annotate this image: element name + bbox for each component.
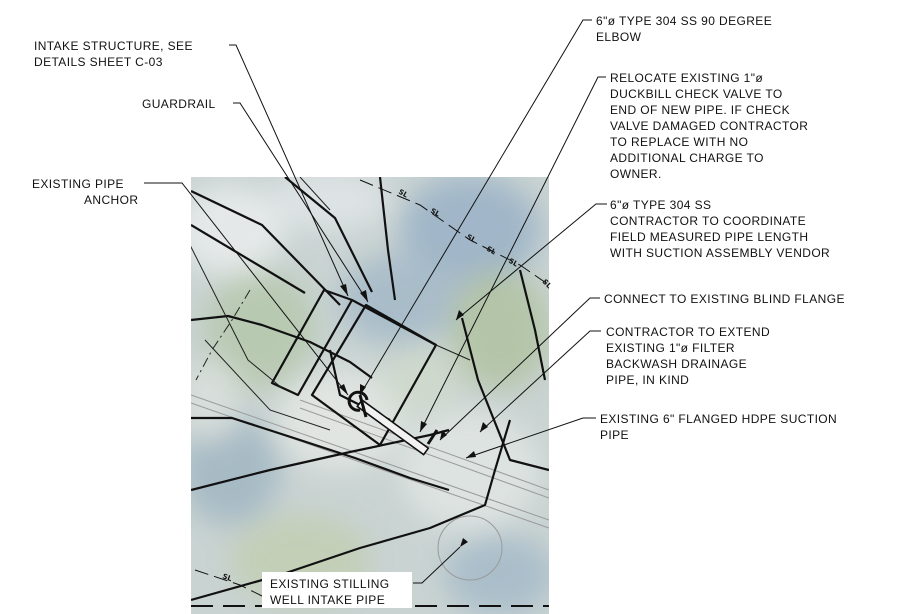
stilling-note-line2: WELL INTAKE PIPE	[270, 593, 385, 607]
stilling-label-bg	[262, 572, 412, 608]
callouts: INTAKE STRUCTURE, SEE DETAILS SHEET C-03…	[32, 14, 845, 607]
guardrail-note: GUARDRAIL	[142, 97, 216, 111]
sl-label: SL	[429, 207, 442, 219]
valve-note-line3: END OF NEW PIPE. IF CHECK	[610, 103, 790, 117]
elbow-note-line2: ELBOW	[596, 30, 642, 44]
intake-note-line2: DETAILS SHEET C-03	[34, 55, 163, 69]
flange-note: CONNECT TO EXISTING BLIND FLANGE	[604, 292, 845, 306]
extend-note-line1: CONTRACTOR TO EXTEND	[606, 325, 770, 339]
valve-note-line6: ADDITIONAL CHARGE TO	[610, 151, 764, 165]
suction-note-line2: PIPE	[600, 428, 629, 442]
ss-note-line2: CONTRACTOR TO COORDINATE	[610, 214, 806, 228]
valve-note-line1: RELOCATE EXISTING 1"ø	[610, 71, 763, 85]
arrowheads	[339, 284, 488, 547]
anchor-note-line1: EXISTING PIPE	[32, 177, 124, 191]
valve-note-line5: TO REPLACE WITH NO	[610, 135, 748, 149]
intake-note-line1: INTAKE STRUCTURE, SEE	[34, 39, 193, 53]
extend-note-line2: EXISTING 1"ø FILTER	[606, 341, 735, 355]
sl-label: SL	[465, 233, 478, 245]
extend-note-line4: PIPE, IN KIND	[606, 373, 689, 387]
ss-note-line3: FIELD MEASURED PIPE LENGTH	[610, 230, 808, 244]
stilling-note-line1: EXISTING STILLING	[270, 577, 390, 591]
sl-label: SL	[485, 245, 498, 257]
ss-note-line1: 6"ø TYPE 304 SS	[610, 198, 711, 212]
extend-note-line3: BACKWASH DRAINAGE	[606, 357, 747, 371]
sl-label: SL	[221, 572, 233, 583]
leader-lines	[144, 19, 607, 584]
valve-note-line7: OWNER.	[610, 167, 662, 181]
valve-note-line4: VALVE DAMAGED CONTRACTOR	[610, 119, 808, 133]
sl-label: SL	[507, 257, 520, 269]
valve-note-line2: DUCKBILL CHECK VALVE TO	[610, 87, 783, 101]
plan-linework	[191, 177, 549, 607]
anchor-note-line2: ANCHOR	[84, 193, 138, 207]
ss-note-line4: WITH SUCTION ASSEMBLY VENDOR	[610, 246, 830, 260]
elbow-note-line1: 6"ø TYPE 304 SS 90 DEGREE	[596, 14, 772, 28]
suction-note-line1: EXISTING 6" FLANGED HDPE SUCTION	[600, 412, 837, 426]
sl-label: SL	[397, 188, 410, 200]
